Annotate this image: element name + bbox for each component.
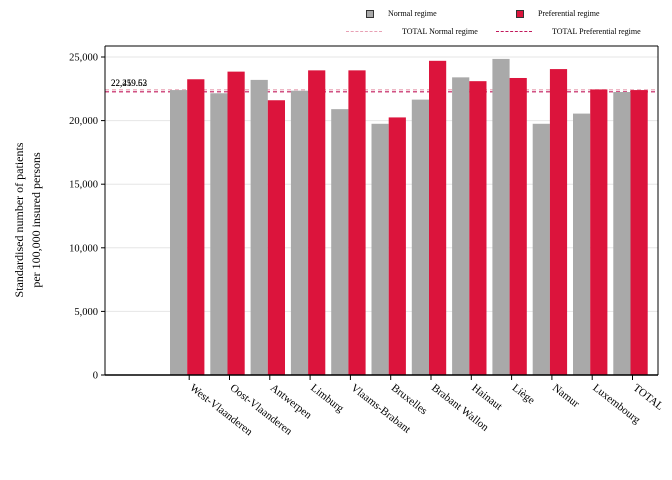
legend-label-normal: Normal regime <box>388 9 437 18</box>
bar-oost-vlaanderen-preferential-regime <box>227 71 245 376</box>
bar-limburg-preferential-regime <box>308 70 326 375</box>
y-tick-label: 10,000 <box>69 243 98 254</box>
bar-luxembourg-preferential-regime <box>590 89 608 375</box>
bars <box>170 58 648 376</box>
y-tick-label: 15,000 <box>69 180 98 191</box>
bar-hainaut-preferential-regime <box>469 81 487 375</box>
y-axis-title: Standardised number of patients per 100,… <box>11 143 45 298</box>
bar-liege-normal-regime <box>492 58 510 376</box>
legend-item-total-preferential: TOTAL Preferential regime <box>496 27 641 36</box>
legend-label-total-normal: TOTAL Normal regime <box>402 27 478 36</box>
legend-item-preferential: Preferential regime <box>516 9 600 18</box>
y-axis-title-line-2: per 100,000 insured persons <box>29 152 43 288</box>
x-tick-label-liege: Liège <box>510 382 537 407</box>
y-axis-title-line-1: Standardised number of patients <box>12 142 26 298</box>
bar-bruxelles-normal-regime <box>371 123 389 375</box>
bar-west-vlaanderen-preferential-regime <box>187 79 205 375</box>
bar-total-preferential-regime <box>630 90 648 376</box>
legend-line-total-preferential <box>496 31 532 32</box>
y-tick-label: 5,000 <box>74 307 98 318</box>
legend-label-preferential: Preferential regime <box>538 9 600 18</box>
bar-namur-normal-regime <box>532 123 550 375</box>
y-tick-label: 25,000 <box>69 53 98 64</box>
legend-line-total-normal <box>346 31 382 32</box>
x-tick-label-namur: Namur <box>550 382 582 410</box>
x-tick-label-hainaut: Hainaut <box>469 382 504 413</box>
reference-label-total-normal-regime: 22,419.53 <box>111 78 148 88</box>
bar-vlaams-brabant-preferential-regime <box>348 70 366 375</box>
legend-item-normal: Normal regime <box>366 9 437 18</box>
x-tick-label-total: TOTAL <box>631 382 666 413</box>
legend-swatch-normal <box>366 9 374 18</box>
bar-antwerpen-normal-regime <box>250 79 268 375</box>
bar-liege-preferential-regime <box>509 77 527 375</box>
bar-bruxelles-preferential-regime <box>388 117 406 376</box>
bar-limburg-normal-regime <box>290 90 309 375</box>
axes <box>101 45 659 380</box>
legend-swatch-preferential <box>516 9 524 18</box>
bar-antwerpen-preferential-regime <box>267 100 285 376</box>
bar-vlaams-brabant-normal-regime <box>331 109 349 375</box>
bar-namur-preferential-regime <box>549 69 568 376</box>
legend-item-total-normal: TOTAL Normal regime <box>346 27 478 36</box>
x-tick-label-limburg: Limburg <box>308 382 346 415</box>
bar-hainaut-normal-regime <box>452 77 470 376</box>
legend-label-total-preferential: TOTAL Preferential regime <box>552 27 641 36</box>
bar-luxembourg-normal-regime <box>573 113 591 375</box>
y-tick-label: 20,000 <box>69 116 98 127</box>
bar-oost-vlaanderen-normal-regime <box>210 93 228 375</box>
bar-brabant-wallon-preferential-regime <box>429 60 447 375</box>
bar-total-normal-regime <box>613 91 631 375</box>
bar-west-vlaanderen-normal-regime <box>170 90 188 376</box>
bar-brabant-wallon-normal-regime <box>411 99 429 375</box>
y-tick-label: 0 <box>93 371 98 382</box>
reference-label-total-preferential-regime: 22,259.62 <box>111 78 147 88</box>
